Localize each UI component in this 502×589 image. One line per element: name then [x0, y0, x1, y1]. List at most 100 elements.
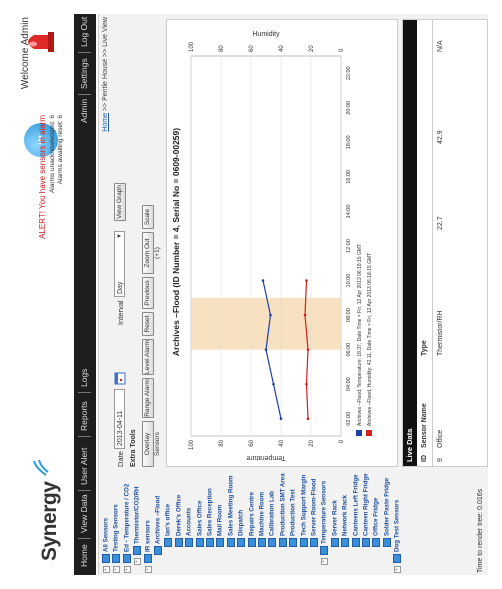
y2-tick-label: 100 [189, 41, 195, 52]
y-tick-label: 60 [249, 439, 255, 446]
cell-temperature: 22.7 [437, 216, 444, 230]
alarm-siren-icon[interactable] [20, 29, 56, 55]
overlay-sensors-button[interactable]: Overlay Sensors [142, 421, 161, 467]
date-input[interactable]: 2013-04-11 [114, 389, 125, 449]
chart-title: Archives –Flood (ID Number = 4, Serial N… [171, 127, 181, 357]
chevron-down-icon: ▼ [117, 233, 123, 239]
alarms-unacknowledged: Alarms unacknowledged: 6 [49, 115, 56, 194]
nav-settings[interactable]: Settings [79, 58, 89, 89]
nav-divider [78, 490, 91, 491]
previous-button[interactable]: Previous [142, 277, 154, 309]
wifi-wave-icon [33, 459, 49, 476]
data-point [306, 417, 310, 421]
data-point [269, 313, 272, 317]
reset-button[interactable]: Reset [142, 312, 154, 336]
view-graph-button[interactable]: View Graph [114, 183, 126, 221]
level-alarm-button[interactable]: Level Alarm [142, 339, 154, 375]
cell-type: Thermistor/RH [437, 310, 444, 356]
cell-id: 9 [437, 458, 444, 462]
x-tick-label: 08:00 [346, 308, 352, 322]
cell-status: N/A [437, 40, 444, 52]
live-data-title: Live Data [403, 20, 417, 466]
scale-button[interactable]: Scale [142, 205, 154, 229]
nav-view-data[interactable]: View Data [79, 494, 89, 533]
y-axis-label: Temperature [246, 454, 285, 461]
chart: 0 0 20 20 40 40 60 60 80 80 100 100 02:00 04:00 06:00 0… [189, 31, 373, 461]
nav-divider [78, 392, 91, 393]
range-alarm-button[interactable]: Range Alarm [142, 378, 154, 418]
nav-reports[interactable]: Reports [79, 401, 89, 431]
row-divider [432, 20, 433, 466]
x-tick-label: 16:00 [346, 170, 352, 184]
nav-divider [78, 52, 91, 53]
zoom-out-button[interactable]: Zoom Out (+1) [142, 232, 161, 274]
live-data-panel: Live Data ID Sensor Name Type 9 Office T… [402, 19, 488, 467]
y2-tick-label: 60 [249, 45, 255, 52]
y2-axis-label: Humidity [252, 31, 280, 38]
main-nav: Home View Data User Alert Reports Logs A… [74, 14, 96, 575]
data-point [261, 279, 265, 282]
legend-entry: Archives –Flood, Temperature: 18.37, Dat… [357, 244, 363, 426]
header: Synergy ••• ALERT! You have sensors in a… [14, 14, 99, 575]
nav-logout[interactable]: Log Out [79, 16, 89, 47]
y2-tick-label: 80 [219, 45, 225, 52]
alert-message[interactable]: ALERT! You have sensors in alarm [38, 115, 47, 239]
interval-label: Interval [116, 300, 125, 325]
column-header-id: ID [421, 455, 428, 462]
data-point [303, 313, 307, 317]
x-tick-label: 12:00 [346, 239, 352, 253]
nav-divider [78, 436, 91, 437]
y2-tick-label: 40 [279, 45, 285, 52]
main-content: Date 2013-04-11 Interval Day ▼ View Graph… [114, 19, 488, 467]
x-tick-label: 04:00 [346, 377, 352, 391]
x-tick-label: 18:00 [346, 135, 352, 149]
column-header-sensor-name: Sensor Name [421, 403, 428, 448]
x-tick-label: 20:00 [346, 101, 352, 115]
data-point [306, 348, 310, 351]
x-tick-label: 02:00 [346, 412, 352, 426]
sidebar-footer: Time to render tree: 0.016s [98, 475, 488, 575]
data-point [279, 417, 283, 421]
nav-home[interactable]: Home [79, 544, 89, 567]
date-label: Date [116, 451, 125, 467]
nav-divider [78, 538, 91, 539]
x-tick-label: 14:00 [346, 205, 352, 219]
column-header-type: Type [421, 340, 428, 356]
nav-logs[interactable]: Logs [79, 368, 89, 387]
legend-swatch [356, 430, 362, 436]
y2-tick-label: 0 [339, 48, 345, 52]
data-point [305, 279, 308, 282]
y-tick-label: 20 [309, 439, 315, 446]
nav-admin[interactable]: Admin [79, 98, 89, 123]
y-tick-label: 40 [279, 439, 285, 446]
y-tick-label: 80 [219, 439, 225, 446]
cell-humidity: 42.9 [437, 130, 444, 144]
y2-tick-label: 20 [309, 45, 315, 52]
nav-user-alert[interactable]: User Alert [79, 447, 89, 485]
highlight-band [191, 297, 341, 350]
x-tick-label: 10:00 [346, 274, 352, 288]
render-time: Time to render tree: 0.016s [477, 488, 484, 573]
data-point [272, 382, 275, 386]
cell-sensor-name[interactable]: Office [437, 429, 444, 448]
extra-tools-heading: Extra Tools [130, 429, 137, 467]
breadcrumb-home-link[interactable]: Home [102, 113, 109, 132]
data-point [305, 382, 308, 386]
synergy-logo: Synergy [38, 481, 61, 561]
breadcrumb: Home >> Pentle House >> Live View [102, 17, 109, 175]
x-tick-label: 06:00 [346, 343, 352, 357]
nav-divider [78, 94, 91, 95]
calendar-icon[interactable] [113, 372, 126, 385]
interval-value: Day [117, 281, 124, 294]
interval-select[interactable]: Day ▼ [114, 231, 125, 297]
y-tick-label: 100 [189, 439, 195, 450]
app-frame: Synergy ••• ALERT! You have sensors in a… [14, 14, 488, 575]
plot-area [190, 55, 342, 437]
breadcrumb-path: >> Pentle House >> Live View [102, 17, 109, 113]
data-point [264, 348, 268, 351]
legend-swatch [366, 430, 372, 436]
y-tick-label: 0 [339, 439, 345, 443]
x-tick-label: 22:00 [346, 66, 352, 80]
legend-entry: Archives –Flood, Humidity: 42.11, Date T… [367, 253, 373, 426]
